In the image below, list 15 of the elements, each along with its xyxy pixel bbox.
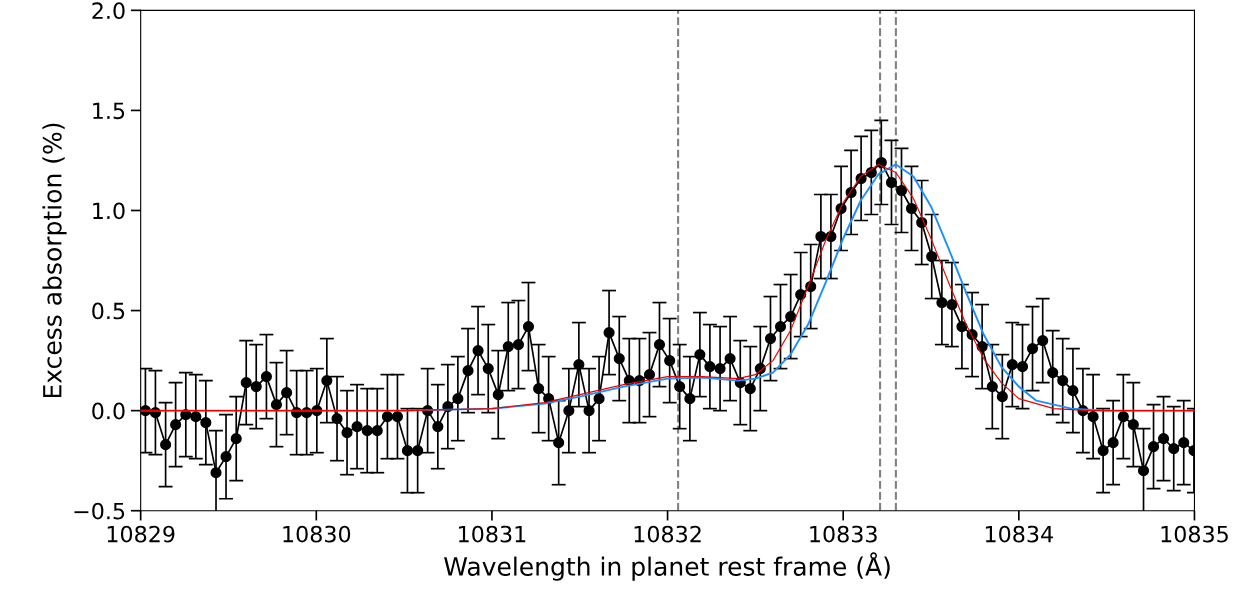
y-axis-title: Excess absorption (%) bbox=[42, 123, 67, 398]
y-tick-label: 1.0 bbox=[93, 202, 125, 220]
y-tick-label: 0.5 bbox=[92, 302, 125, 320]
x-tick-label: 10834 bbox=[985, 525, 1053, 543]
x-tick-label: 10830 bbox=[283, 525, 351, 543]
x-tick-label: 10832 bbox=[634, 525, 701, 543]
x-tick-label: 10829 bbox=[107, 525, 175, 543]
y-tick-label: 1.5 bbox=[93, 102, 125, 120]
y-tick-label: 2.0 bbox=[92, 2, 125, 20]
x-tick-label: 10835 bbox=[1161, 525, 1228, 543]
y-tick-label: 0.0 bbox=[92, 402, 125, 420]
x-axis-title: Wavelength in planet rest frame (Å) bbox=[444, 552, 890, 581]
x-tick-label: 10833 bbox=[810, 525, 877, 543]
y-tick-label: −0.5 bbox=[74, 502, 125, 520]
x-tick-label: 10831 bbox=[459, 525, 526, 543]
